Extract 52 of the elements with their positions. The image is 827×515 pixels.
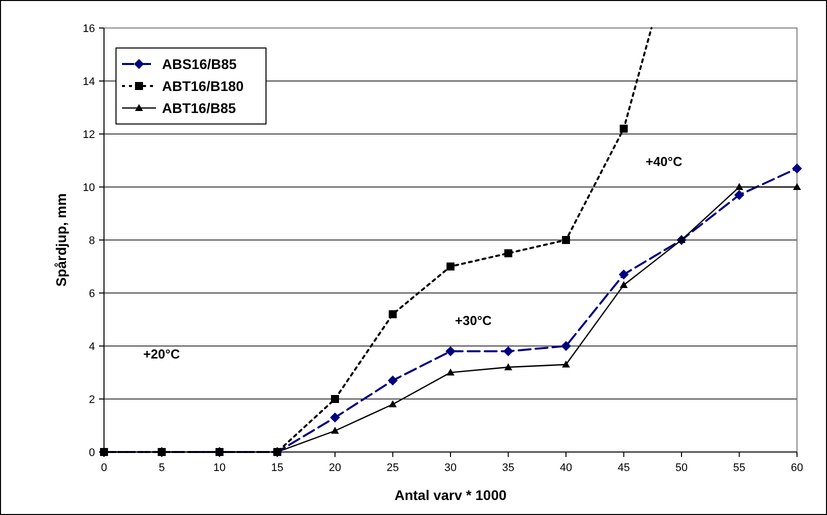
y-tick-label: 16 xyxy=(82,23,95,35)
point xyxy=(388,375,398,386)
y-tick-label: 14 xyxy=(82,76,95,88)
point xyxy=(735,183,744,190)
x-tick-label: 40 xyxy=(560,462,572,474)
point xyxy=(504,363,512,370)
x-tick-label: 5 xyxy=(158,462,165,474)
point xyxy=(618,269,629,280)
point xyxy=(734,190,744,200)
point xyxy=(446,368,454,376)
point xyxy=(446,262,454,270)
point xyxy=(562,236,570,244)
point xyxy=(793,183,801,190)
y-tick-label: 0 xyxy=(88,447,95,459)
point xyxy=(620,281,628,288)
x-axis-title: Antal varv * 1000 xyxy=(394,487,507,503)
point xyxy=(331,395,339,403)
annotation: +30°C xyxy=(455,312,492,328)
y-tick-label: 2 xyxy=(88,394,95,406)
y-tick-label: 4 xyxy=(88,341,95,353)
y-tick-label: 12 xyxy=(82,129,95,141)
point xyxy=(331,426,339,434)
y-tick-label: 8 xyxy=(88,235,95,247)
point xyxy=(504,249,512,258)
x-tick-label: 10 xyxy=(213,462,226,474)
legend-label: ABT16/B180 xyxy=(162,78,244,94)
x-tick-label: 30 xyxy=(444,462,457,474)
point xyxy=(330,412,340,423)
x-tick-label: 15 xyxy=(271,462,284,474)
point xyxy=(561,341,571,351)
y-tick-label: 10 xyxy=(82,182,95,194)
point xyxy=(388,310,397,318)
x-tick-label: 25 xyxy=(386,462,399,474)
point xyxy=(503,346,514,356)
x-tick-label: 55 xyxy=(733,462,746,474)
x-tick-label: 45 xyxy=(618,462,630,474)
point xyxy=(562,360,570,368)
annotation: +40°C xyxy=(646,154,683,169)
legend-label: ABS16/B85 xyxy=(162,56,237,72)
point xyxy=(792,163,802,174)
x-tick-label: 0 xyxy=(100,462,108,474)
x-tick-label: 35 xyxy=(502,462,514,474)
annotation: +20°C xyxy=(143,346,180,362)
x-tick-label: 50 xyxy=(675,462,688,474)
point xyxy=(620,124,628,133)
x-tick-label: 60 xyxy=(790,462,804,474)
legend-label: ABT16/B85 xyxy=(162,100,236,116)
point xyxy=(388,400,397,408)
x-tick-label: 20 xyxy=(328,462,342,474)
y-axis-title: Spårdjup, mm xyxy=(53,193,69,287)
y-tick-label: 6 xyxy=(88,288,95,300)
point xyxy=(446,346,456,356)
